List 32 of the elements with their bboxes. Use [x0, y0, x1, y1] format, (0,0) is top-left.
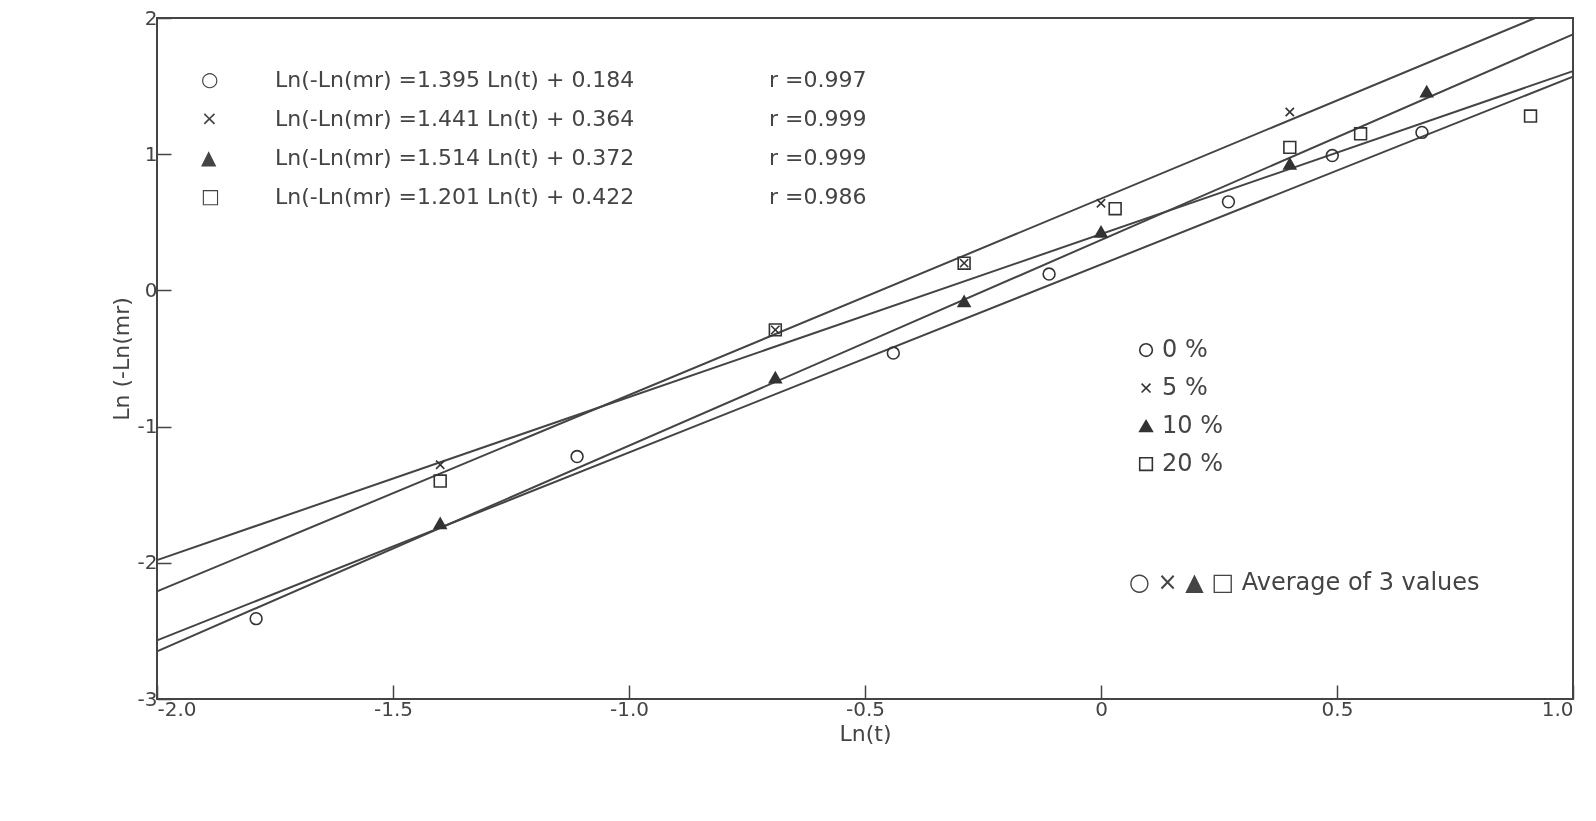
legend-label: 10 % — [1162, 411, 1224, 440]
x-axis-title: Ln(t) — [839, 720, 892, 746]
x-tick-label: 1.0 — [1541, 696, 1574, 721]
annotation: r =0.999 — [769, 106, 867, 131]
y-tick-label: 1 — [144, 141, 158, 166]
legend-label: 20 % — [1162, 449, 1224, 478]
annotation: ○ — [201, 67, 219, 91]
annotation: × — [201, 106, 218, 130]
x-tick-label: 0 — [1095, 696, 1108, 721]
annotation: ▲ — [201, 145, 217, 169]
annotation: r =0.997 — [769, 67, 867, 92]
legend-label: 5 % — [1162, 373, 1208, 402]
x-tick-label: -1.5 — [373, 696, 414, 721]
x-tick-label: -0.5 — [845, 696, 886, 721]
y-tick-label: 2 — [144, 5, 158, 30]
annotation: □ — [201, 184, 220, 208]
annotation: Ln(-Ln(mr) =1.514 Ln(t) + 0.372 — [275, 145, 635, 170]
annotation: Ln(-Ln(mr) =1.441 Ln(t) + 0.364 — [275, 106, 635, 131]
annotation: Ln(-Ln(mr) =1.395 Ln(t) + 0.184 — [275, 67, 635, 92]
y-axis-title: Ln (-Ln(mr) — [108, 297, 134, 421]
y-tick-label: -2 — [137, 550, 158, 575]
annotation: Ln(-Ln(mr) =1.201 Ln(t) + 0.422 — [275, 184, 635, 209]
legend-label: 0 % — [1162, 335, 1208, 364]
x-tick-label: -2.0 — [157, 696, 197, 721]
y-tick-label: -3 — [137, 686, 158, 711]
y-tick-label: -1 — [137, 414, 158, 439]
annotation: ○ × ▲ □ Average of 3 values — [1129, 568, 1480, 596]
y-tick-label: 0 — [144, 277, 158, 302]
annotation: r =0.999 — [769, 145, 867, 170]
x-tick-label: -1.0 — [609, 696, 650, 721]
x-tick-label: 0.5 — [1321, 696, 1354, 721]
annotation: r =0.986 — [769, 184, 867, 209]
